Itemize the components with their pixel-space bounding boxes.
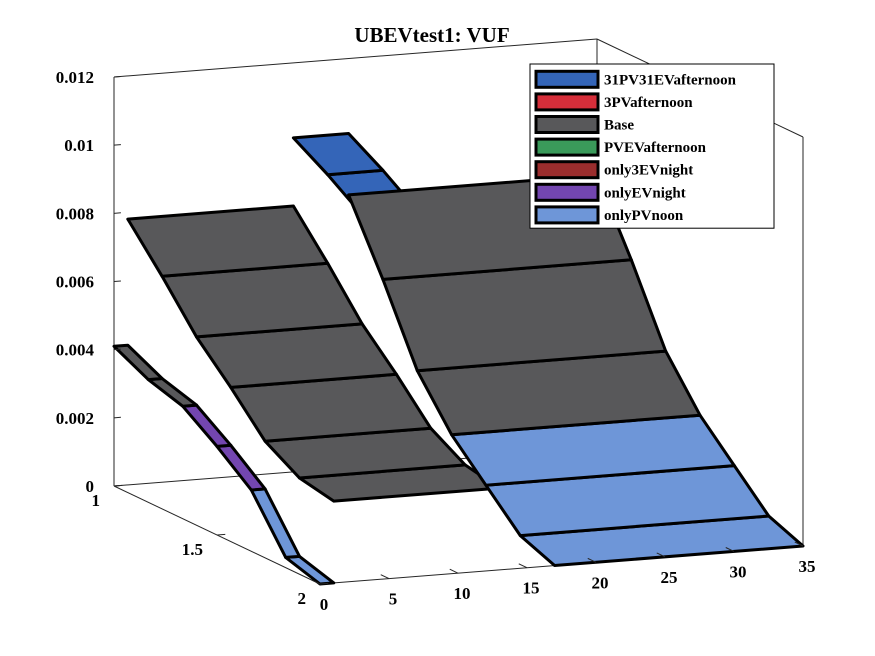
legend-label: onlyEVnight bbox=[604, 185, 686, 201]
legend-swatch bbox=[534, 137, 600, 157]
surface-strip-0-4 bbox=[146, 377, 198, 408]
surface-strip-2-5 bbox=[291, 132, 385, 177]
z-tick-mark bbox=[113, 484, 121, 487]
legend-swatch bbox=[534, 160, 600, 180]
y-tick-label: 1.5 bbox=[182, 540, 203, 559]
y-tick-label: 2 bbox=[298, 589, 307, 608]
z-tick-label: 0.002 bbox=[56, 409, 94, 428]
x-tick-mark bbox=[518, 563, 528, 569]
x-tick-mark bbox=[449, 568, 459, 574]
x-tick-label: 25 bbox=[661, 568, 678, 587]
z-tick-label: 0.01 bbox=[64, 136, 94, 155]
legend-label: only3EVnight bbox=[604, 163, 693, 179]
x-tick-mark bbox=[656, 552, 666, 558]
ticks-layer: 0 5 10 15 20 25 30 3511.5200.0020.0040.0060.008… bbox=[56, 68, 816, 614]
x-tick-mark bbox=[587, 557, 597, 563]
chart-title: UBEVtest1: VUF bbox=[354, 23, 509, 47]
z-tick-label: 0.006 bbox=[56, 273, 94, 292]
x-tick-label: 0 bbox=[320, 595, 329, 614]
back-top-edge bbox=[113, 38, 598, 78]
legend-label: 31PV31EVafternoon bbox=[604, 72, 737, 88]
legend-swatch bbox=[534, 115, 600, 134]
x-tick-label: 30 bbox=[730, 562, 747, 581]
legend-layer: 31PV31EVafternoon 3PVafternoon Base PVEVaft… bbox=[529, 63, 775, 229]
x-tick-mark bbox=[794, 541, 804, 547]
y-tick-mark bbox=[319, 582, 329, 585]
surface-strip-1-5 bbox=[126, 204, 330, 278]
x-tick-label: 5 bbox=[389, 590, 398, 609]
surface-strip-0-2 bbox=[215, 443, 267, 492]
surface-layer bbox=[112, 132, 805, 586]
legend-swatch bbox=[534, 69, 600, 89]
legend-label: 3PVafternoon bbox=[604, 95, 693, 111]
legend-swatch bbox=[534, 205, 600, 225]
surface-strip-0-5 bbox=[112, 343, 164, 382]
x-tick-label: 35 bbox=[799, 557, 816, 576]
legend-label: Base bbox=[604, 118, 634, 134]
z-tick-mark bbox=[113, 280, 121, 282]
x-tick-mark bbox=[380, 574, 390, 580]
x-tick-label: 15 bbox=[523, 579, 540, 598]
surface-strip-0-3 bbox=[181, 403, 233, 448]
z-tick-mark bbox=[113, 75, 121, 78]
z-tick-mark bbox=[113, 212, 121, 214]
x-tick-label: 10 bbox=[454, 584, 471, 603]
z-tick-mark bbox=[113, 144, 121, 146]
z-tick-mark bbox=[113, 348, 121, 351]
y-tick-mark bbox=[216, 533, 226, 536]
x-tick-mark bbox=[725, 547, 735, 552]
legend-swatch bbox=[534, 92, 600, 112]
z-tick-label: 0.012 bbox=[56, 68, 94, 87]
z-tick-mark bbox=[113, 416, 121, 419]
surface-strip-0-0 bbox=[284, 554, 336, 586]
legend-swatch bbox=[534, 182, 600, 202]
z-tick-label: 0 bbox=[86, 477, 95, 496]
legend-label: PVEVafternoon bbox=[604, 140, 707, 156]
z-tick-label: 0.004 bbox=[56, 341, 95, 360]
z-tick-label: 0.008 bbox=[56, 204, 94, 223]
surface-strip-0-1 bbox=[249, 487, 301, 559]
x-tick-mark bbox=[311, 579, 321, 585]
y-tick-label: 1 bbox=[92, 491, 101, 510]
x-tick-label: 20 bbox=[592, 573, 609, 592]
legend-label: onlyPVnoon bbox=[604, 208, 684, 224]
